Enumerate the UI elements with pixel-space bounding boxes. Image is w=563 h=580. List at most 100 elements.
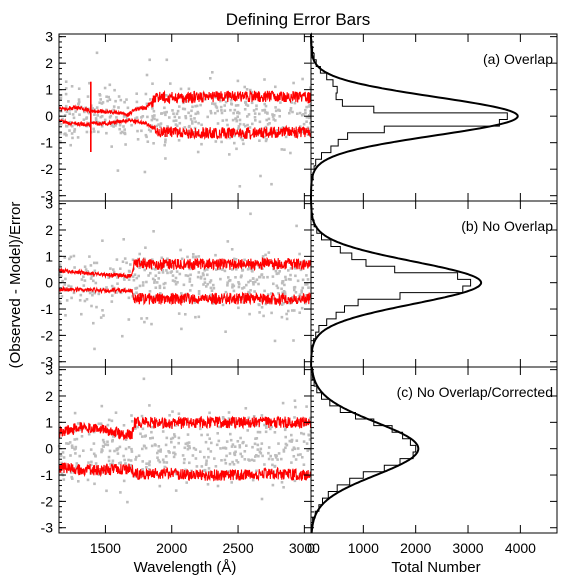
data-point bbox=[289, 109, 292, 112]
data-point bbox=[304, 108, 307, 112]
data-point bbox=[223, 104, 226, 107]
data-point bbox=[82, 118, 86, 121]
data-point bbox=[169, 271, 172, 274]
data-point bbox=[58, 273, 61, 277]
data-point bbox=[215, 443, 219, 447]
error-envelope-upper-c bbox=[58, 415, 312, 441]
data-point bbox=[284, 426, 287, 429]
data-point bbox=[199, 427, 202, 431]
data-point bbox=[192, 446, 196, 450]
data-point bbox=[173, 115, 177, 119]
data-point bbox=[246, 115, 249, 118]
data-point bbox=[164, 157, 167, 160]
data-point bbox=[217, 425, 221, 429]
data-point bbox=[177, 312, 181, 315]
data-point bbox=[174, 276, 178, 280]
data-point bbox=[283, 283, 286, 287]
data-point bbox=[91, 107, 94, 110]
data-point bbox=[263, 108, 267, 112]
data-point bbox=[98, 94, 102, 97]
data-point bbox=[291, 110, 294, 114]
data-point bbox=[305, 105, 308, 109]
data-point bbox=[119, 291, 123, 295]
data-point bbox=[135, 92, 138, 95]
data-point bbox=[192, 253, 195, 256]
data-point bbox=[60, 472, 64, 475]
data-point bbox=[205, 462, 208, 465]
x-tick-label: 2000 bbox=[156, 540, 187, 556]
data-point bbox=[165, 110, 168, 114]
data-point bbox=[282, 448, 286, 452]
data-point bbox=[196, 275, 200, 279]
y-tick-label: -2 bbox=[41, 493, 54, 509]
data-point bbox=[165, 436, 169, 440]
data-point bbox=[151, 277, 155, 281]
data-point bbox=[273, 431, 277, 434]
data-point bbox=[124, 462, 127, 465]
data-point bbox=[164, 259, 168, 262]
error-envelope-lower-c bbox=[58, 462, 312, 482]
data-point bbox=[70, 85, 74, 88]
data-point bbox=[153, 117, 156, 121]
data-point bbox=[123, 257, 127, 260]
data-point bbox=[88, 291, 92, 295]
data-point bbox=[236, 104, 240, 107]
data-point bbox=[124, 143, 127, 146]
data-point bbox=[292, 286, 296, 289]
data-point bbox=[305, 442, 309, 445]
data-point bbox=[75, 437, 79, 441]
data-point bbox=[252, 459, 256, 462]
y-tick-label: 1 bbox=[45, 414, 53, 430]
data-point bbox=[131, 258, 135, 262]
data-point bbox=[79, 428, 83, 432]
data-point bbox=[150, 118, 154, 122]
data-point bbox=[193, 301, 197, 304]
data-point bbox=[101, 444, 105, 448]
data-point bbox=[115, 258, 119, 261]
data-point bbox=[228, 153, 231, 156]
data-point bbox=[238, 444, 241, 447]
data-point bbox=[292, 446, 296, 449]
data-point bbox=[209, 450, 213, 453]
data-point bbox=[127, 296, 131, 300]
data-point bbox=[256, 448, 260, 451]
data-point bbox=[85, 130, 89, 134]
data-point bbox=[182, 283, 186, 287]
data-point bbox=[274, 109, 278, 113]
data-point bbox=[64, 104, 68, 108]
data-point bbox=[289, 151, 292, 155]
data-point bbox=[63, 114, 67, 117]
data-point bbox=[169, 437, 173, 441]
data-point bbox=[178, 272, 182, 276]
data-point bbox=[271, 275, 275, 278]
data-point bbox=[163, 143, 166, 147]
data-point bbox=[275, 284, 279, 288]
data-point bbox=[94, 455, 97, 458]
data-point bbox=[157, 271, 161, 274]
data-point bbox=[83, 279, 87, 282]
data-point bbox=[284, 135, 288, 139]
data-point bbox=[292, 81, 295, 85]
data-point bbox=[223, 446, 227, 450]
data-point bbox=[237, 306, 240, 310]
data-point bbox=[295, 131, 299, 135]
data-point bbox=[68, 257, 71, 261]
data-point bbox=[194, 448, 198, 451]
data-point bbox=[308, 103, 311, 107]
data-point bbox=[159, 122, 163, 125]
data-point bbox=[147, 462, 151, 465]
data-point bbox=[255, 104, 258, 107]
data-point bbox=[164, 455, 168, 458]
data-point bbox=[302, 122, 306, 126]
data-point bbox=[77, 480, 80, 483]
data-point bbox=[210, 289, 214, 292]
data-point bbox=[298, 252, 301, 256]
data-point bbox=[243, 458, 247, 461]
data-point bbox=[71, 136, 74, 140]
data-point bbox=[232, 284, 236, 288]
data-point bbox=[110, 284, 114, 288]
data-point bbox=[241, 441, 244, 445]
data-point bbox=[129, 459, 133, 462]
data-point bbox=[253, 116, 257, 119]
data-point bbox=[280, 457, 283, 461]
